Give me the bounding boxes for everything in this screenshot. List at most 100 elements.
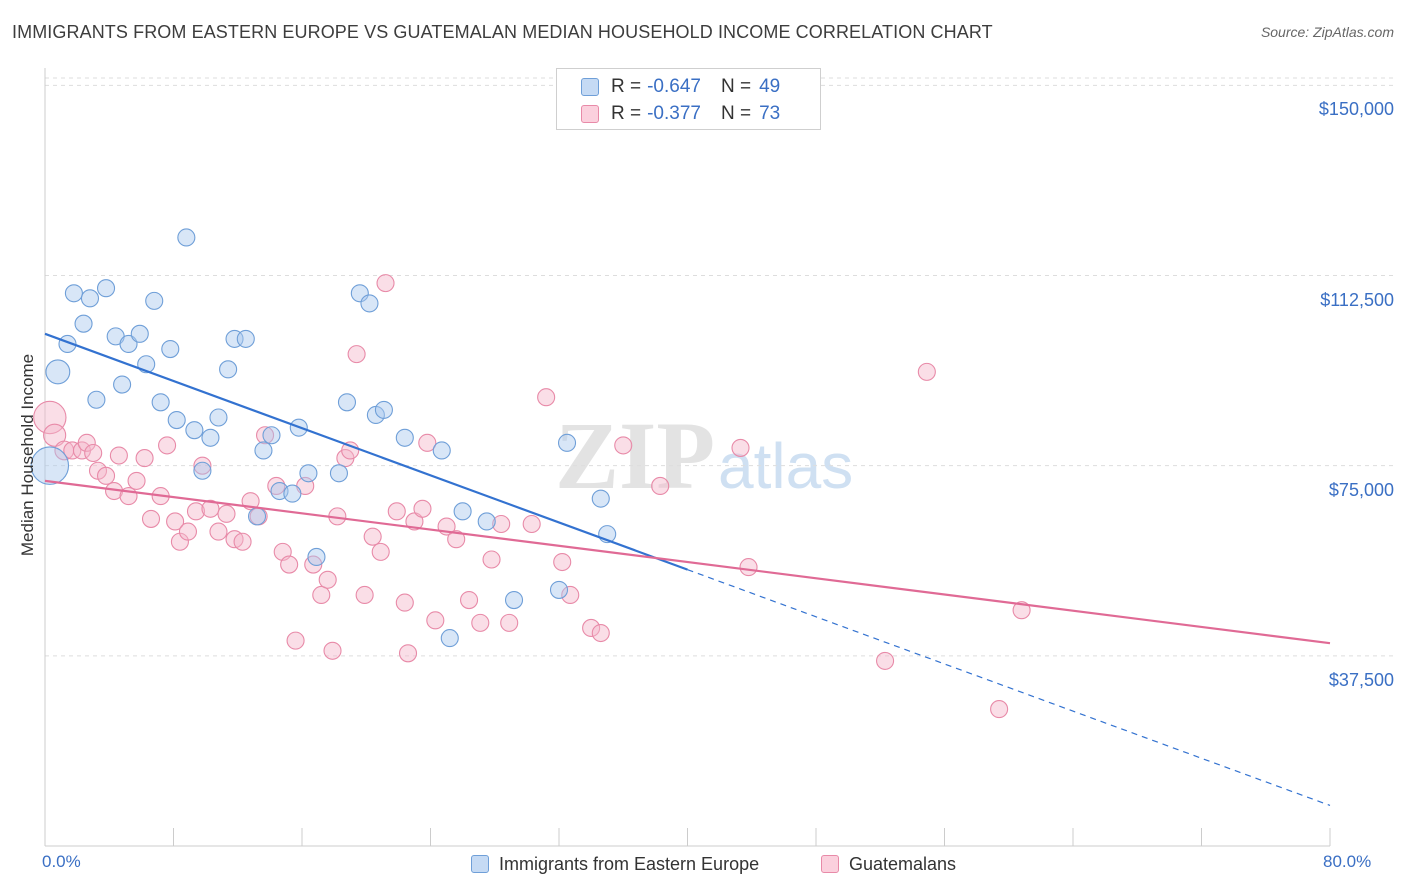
eastern-europe-point [504, 591, 524, 610]
r-value: -0.377 [647, 103, 701, 124]
trend-lines [44, 332, 1331, 806]
guatemalans-point [739, 558, 758, 577]
guatemalans-point [109, 446, 128, 465]
eastern-europe-point [74, 314, 93, 333]
eastern-europe-point [299, 464, 318, 483]
guatemalans-point [917, 362, 936, 381]
watermark-zip: ZIP [555, 402, 715, 509]
y-tick-label: $75,000 [1328, 479, 1394, 500]
eastern-europe-point [45, 359, 71, 385]
guatemalans-point [614, 436, 633, 455]
bottom-legend-eastern-europe: Immigrants from Eastern Europe [471, 852, 759, 876]
eastern-europe-point [113, 375, 132, 394]
eastern-europe-point [329, 464, 348, 483]
eastern-europe-point [30, 446, 70, 485]
guatemalans-points [33, 274, 1031, 719]
eastern-europe-point [119, 334, 138, 354]
eastern-europe-point [307, 547, 326, 567]
guatemalans-point [267, 476, 286, 496]
guatemalans-point [141, 509, 161, 528]
guatemalans-point [471, 613, 490, 632]
guatemalans-point [318, 570, 337, 589]
guatemalans-point [84, 443, 103, 463]
eastern-europe-trend-line [44, 332, 688, 571]
guatemalans-point [522, 514, 541, 534]
eastern-europe-point [193, 461, 212, 480]
eastern-europe-point [374, 400, 393, 419]
y-tick-label: $112,500 [1320, 289, 1394, 310]
n-value: 73 [759, 103, 781, 124]
guatemalans-point [447, 530, 466, 549]
r-value: -0.647 [647, 76, 701, 97]
guatemalans-point [405, 512, 424, 531]
eastern-europe-point [201, 428, 220, 447]
guatemalans-point [209, 522, 228, 541]
bottom-legend-label: Immigrants from Eastern Europe [499, 853, 760, 874]
eastern-europe-point [557, 433, 577, 452]
guatemalans-point [413, 499, 432, 518]
guatemalans-point [347, 345, 366, 364]
eastern-europe-point [209, 408, 228, 427]
guatemalans-point [731, 438, 750, 457]
guatemalans-point [876, 651, 895, 670]
eastern-europe-point [236, 329, 255, 348]
eastern-europe-point [130, 324, 149, 343]
guatemalans-point [395, 593, 414, 612]
guatemalans-point [286, 631, 305, 650]
eastern-europe-point [440, 629, 459, 648]
guatemalans-point [561, 585, 580, 605]
guatemalans-point [193, 456, 212, 475]
y-axis-label: Median Household Income [18, 353, 37, 557]
guatemalans-point [459, 591, 479, 610]
eastern-europe-point [591, 489, 610, 508]
legend-row-guatemalans: R = -0.377 N = 73 [581, 103, 780, 125]
r-label: R = [611, 76, 642, 97]
eastern-europe-point [80, 289, 100, 308]
eastern-europe-point [185, 421, 204, 440]
pink-swatch [581, 105, 599, 123]
guatemalans-point [492, 514, 511, 534]
n-value: 49 [759, 76, 781, 97]
guatemalans-point [418, 433, 437, 452]
guatemalans-point [63, 441, 82, 460]
guatemalans-point [186, 502, 206, 521]
eastern-europe-point [167, 410, 186, 430]
eastern-europe-point [337, 393, 357, 412]
eastern-europe-point [262, 426, 281, 445]
eastern-europe-trend-extension [687, 569, 1331, 806]
eastern-europe-point [151, 393, 170, 412]
eastern-europe-point [283, 484, 302, 503]
guatemalans-point [376, 274, 395, 293]
axes [44, 68, 1331, 847]
bottom-legend-guatemalans: Guatemalans [821, 852, 956, 876]
guatemalans-point [387, 502, 406, 521]
correlation-legend: R = -0.647 N = 49 R = -0.377 N = 73 [556, 68, 821, 130]
guatemalans-point [280, 555, 299, 574]
eastern-europe-point [360, 294, 379, 313]
eastern-europe-point [549, 580, 569, 599]
guatemalans-point [500, 613, 519, 632]
guatemalans-point [426, 611, 445, 630]
blue-swatch [471, 855, 489, 873]
pink-swatch [821, 855, 839, 873]
n-label: N = [720, 76, 752, 97]
guatemalans-point [33, 400, 67, 435]
blue-swatch [581, 78, 599, 96]
guatemalans-point [312, 585, 331, 605]
guatemalans-point [537, 388, 556, 407]
guatemalans-point [371, 542, 390, 561]
guatemalans-point [256, 426, 275, 445]
guatemalans-point [201, 499, 220, 518]
eastern-europe-points [30, 228, 617, 648]
eastern-europe-point [453, 502, 472, 521]
eastern-europe-point [219, 360, 238, 379]
y-tick-label: $37,500 [1328, 669, 1394, 690]
eastern-europe-point [96, 279, 116, 298]
guatemalans-point [553, 552, 572, 572]
guatemalans-trend-line [44, 479, 1331, 645]
eastern-europe-point [145, 291, 164, 310]
guatemalans-point [166, 512, 185, 531]
eastern-europe-point [64, 284, 83, 303]
guatemalans-point [582, 618, 601, 637]
